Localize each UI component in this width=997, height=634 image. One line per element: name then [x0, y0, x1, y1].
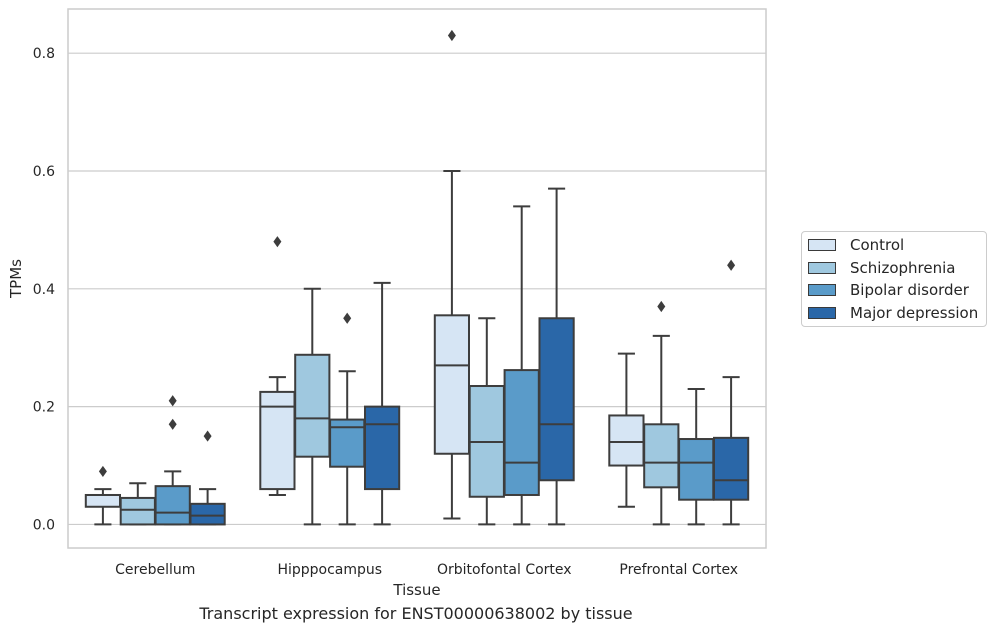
iqr-box	[119, 496, 156, 526]
box-2-1	[329, 312, 366, 526]
y-tick-label: 0.8	[33, 46, 55, 62]
x-tick-label: Orbitofontal Cortex	[437, 562, 572, 578]
legend-item: Bipolar disorder	[808, 280, 969, 300]
box-1-1	[294, 287, 331, 526]
legend-label: Schizophrenia	[850, 258, 956, 277]
box-0-3	[608, 352, 645, 508]
legend-swatch	[808, 261, 836, 274]
iqr-box	[433, 314, 471, 455]
box-plots	[84, 29, 750, 526]
outlier-marker	[203, 430, 212, 442]
legend-item: Major depression	[808, 303, 978, 323]
chart-caption: Transcript expression for ENST0000063800…	[199, 604, 633, 623]
box-0-0	[84, 465, 122, 526]
x-tick-label: Prefrontal Cortex	[619, 562, 738, 578]
x-axis-label: Tissue	[392, 581, 440, 599]
iqr-box	[503, 369, 540, 496]
legend-label: Major depression	[850, 303, 979, 322]
legend-item: Control	[808, 235, 904, 255]
iqr-box	[643, 423, 680, 489]
iqr-box	[84, 493, 122, 508]
outlier-marker	[727, 259, 736, 271]
x-tick-label: Cerebellum	[115, 562, 195, 578]
box-2-3	[678, 387, 715, 526]
box-0-1	[259, 236, 296, 496]
box-2-0	[154, 395, 191, 526]
axes: 0.0 0.2 0.4 0.6 0.8 Cerebellum Hipppocampus Orb…	[7, 46, 738, 599]
box-3-2	[538, 187, 575, 526]
box-3-1	[363, 281, 401, 526]
iqr-box	[538, 317, 575, 482]
iqr-box	[608, 414, 645, 467]
x-tick-label: Hipppocampus	[277, 562, 382, 578]
legend-item: Schizophrenia	[808, 258, 955, 278]
outlier-marker	[657, 300, 666, 313]
outlier-marker	[343, 312, 352, 324]
box-0-2	[433, 29, 471, 520]
iqr-box	[294, 353, 331, 458]
y-tick-label: 0.4	[33, 282, 55, 298]
iqr-box	[154, 485, 191, 526]
outlier-marker	[168, 418, 177, 430]
outlier-marker	[98, 465, 107, 478]
box-3-3	[712, 259, 750, 526]
grid-lines	[68, 52, 766, 526]
y-tick-label: 0.0	[33, 517, 55, 533]
y-tick-label: 0.2	[33, 400, 55, 416]
plot-frame	[67, 8, 767, 549]
legend-swatch	[808, 306, 836, 319]
y-tick-label: 0.6	[33, 164, 55, 180]
legend-label: Control	[850, 236, 905, 254]
legend: Control Schizophrenia Bipolar disorder Majo…	[801, 231, 987, 327]
legend-swatch	[808, 239, 836, 251]
iqr-box	[189, 502, 226, 526]
iqr-box	[363, 405, 401, 491]
box-1-3	[643, 300, 680, 526]
legend-label: Bipolar disorder	[850, 281, 969, 299]
outlier-marker	[273, 236, 282, 248]
box-2-2	[503, 205, 540, 526]
box-1-0	[119, 482, 156, 526]
box-1-2	[468, 317, 505, 526]
legend-swatch	[808, 284, 836, 296]
iqr-box	[678, 438, 715, 501]
outlier-marker	[447, 29, 456, 42]
y-axis-label: TPMs	[7, 259, 25, 299]
box-3-0	[189, 430, 226, 526]
iqr-box	[712, 436, 750, 501]
outlier-marker	[168, 395, 177, 407]
